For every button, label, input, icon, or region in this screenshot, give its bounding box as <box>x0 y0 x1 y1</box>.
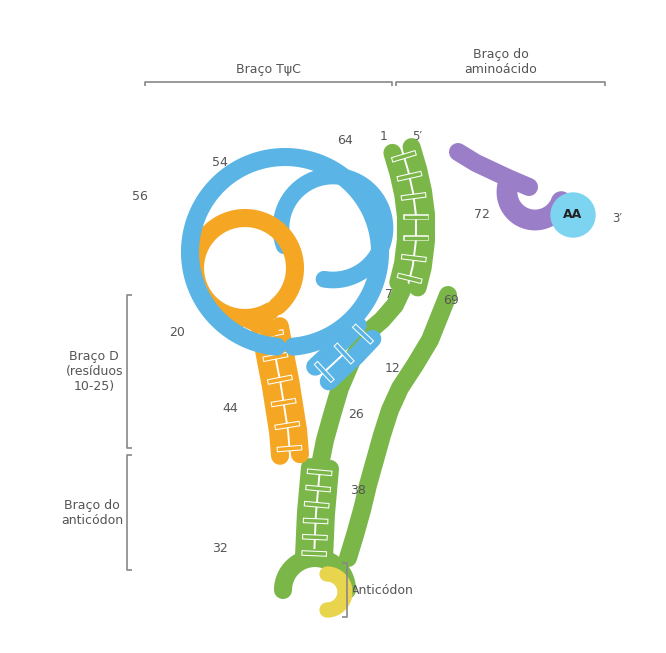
Text: 72: 72 <box>474 208 490 221</box>
Text: 64: 64 <box>337 133 353 146</box>
Text: Braço TψC: Braço TψC <box>236 63 301 76</box>
Text: 5′: 5′ <box>412 131 422 144</box>
Text: 26: 26 <box>348 409 364 421</box>
Text: Braço D
(resíduos
10-25): Braço D (resíduos 10-25) <box>65 350 123 393</box>
Text: 56: 56 <box>132 189 148 202</box>
Text: Anticódon: Anticódon <box>351 584 414 596</box>
Text: 20: 20 <box>169 326 185 340</box>
Circle shape <box>551 193 595 237</box>
Text: Braço do
anticódon: Braço do anticódon <box>61 498 123 526</box>
Text: Braço do
aminoácido: Braço do aminoácido <box>464 48 537 76</box>
Text: 38: 38 <box>350 483 366 496</box>
Text: 7: 7 <box>385 289 393 302</box>
Text: AA: AA <box>563 208 583 221</box>
Text: 44: 44 <box>222 402 238 415</box>
Text: 3′: 3′ <box>612 212 622 225</box>
Text: 54: 54 <box>212 157 228 170</box>
Text: 1: 1 <box>380 131 388 144</box>
Text: 32: 32 <box>212 541 228 554</box>
Text: 69: 69 <box>443 293 459 306</box>
Text: 12: 12 <box>385 362 401 375</box>
